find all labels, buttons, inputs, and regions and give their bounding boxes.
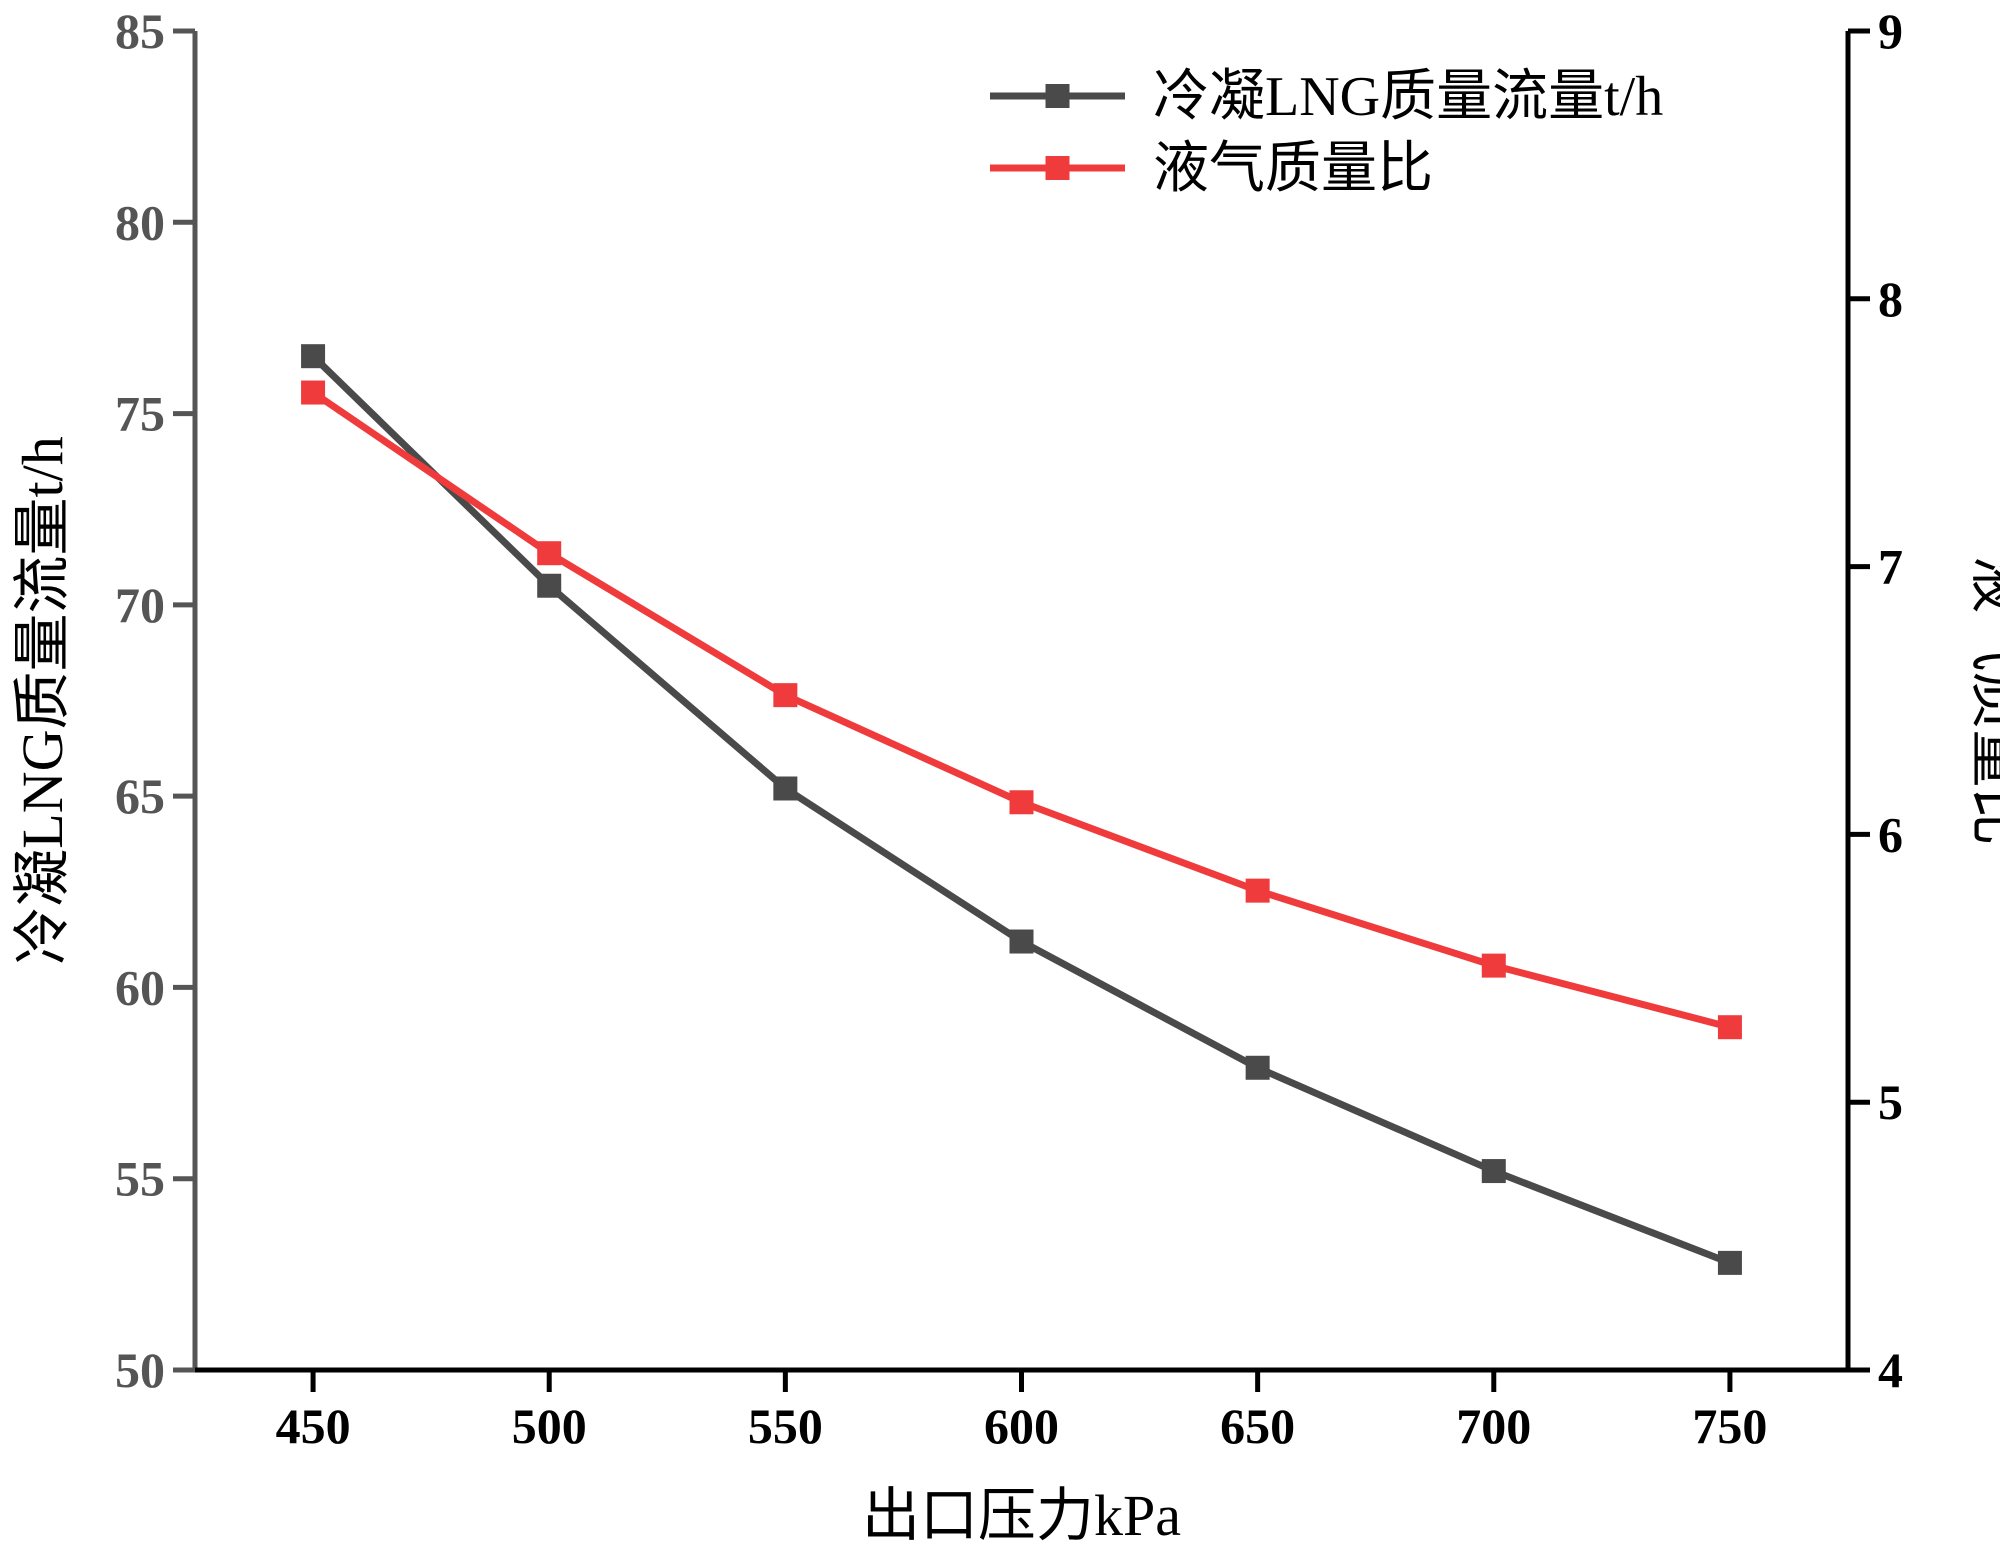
y-tick-label-left: 80 [115,194,165,250]
y-tick-label-right: 5 [1878,1074,1903,1130]
x-tick-label: 700 [1456,1398,1531,1454]
data-point [1009,790,1034,815]
y-tick-label-right: 9 [1878,3,1903,59]
x-tick-label: 450 [276,1398,351,1454]
y-tick-label-left: 70 [115,577,165,633]
y-tick-label-left: 55 [115,1151,165,1207]
x-tick-label: 550 [748,1398,823,1454]
data-point [773,776,798,801]
y-tick-label-right: 7 [1878,539,1903,595]
data-point [537,541,562,566]
legend: 冷凝LNG质量流量t/h 液气质量比 [990,66,1663,200]
legend-item: 冷凝LNG质量流量t/h [990,66,1663,128]
data-point [301,380,326,405]
y-tick-label-left: 50 [115,1342,165,1398]
series-1 [301,380,1742,1040]
data-point [773,683,798,708]
y-axis-title-left: 冷凝LNG质量流量t/h [10,436,75,964]
data-point [1481,1159,1506,1184]
x-tick-label: 750 [1692,1398,1767,1454]
y-tick-label-right: 4 [1878,1342,1903,1398]
data-point [1717,1015,1742,1040]
y-tick-label-left: 75 [115,386,165,442]
legend-label: 液气质量比 [1153,138,1433,200]
axes: 50 55 60 65 70 75 80 85 4 5 6 7 8 9 450 500 550 600 650 700… [115,3,1903,1454]
data-point [1245,878,1270,903]
y-tick-label-right: 8 [1878,271,1903,327]
data-point [537,573,562,598]
legend-swatch-marker [1045,156,1070,180]
data-point [1717,1250,1742,1275]
data-point [1245,1055,1270,1080]
y-tick-label-left: 60 [115,959,165,1015]
x-tick-label: 500 [512,1398,587,1454]
x-tick-label: 650 [1220,1398,1295,1454]
y-tick-label-right: 6 [1878,806,1903,862]
data-point [1009,929,1034,954]
legend-item: 液气质量比 [990,138,1433,200]
data-point [301,344,326,369]
legend-label: 冷凝LNG质量流量t/h [1153,66,1663,128]
series-0 [301,344,1742,1275]
y-tick-label-left: 65 [115,768,165,824]
legend-swatch-marker [1045,84,1070,108]
y-tick-label-left: 85 [115,3,165,59]
y-axis-title-right: 液气质量比 [1965,555,2000,845]
series-lines [301,344,1742,1275]
data-point [1481,953,1506,978]
x-tick-label: 600 [984,1398,1059,1454]
x-axis-title: 出口压力kPa [862,1483,1181,1548]
